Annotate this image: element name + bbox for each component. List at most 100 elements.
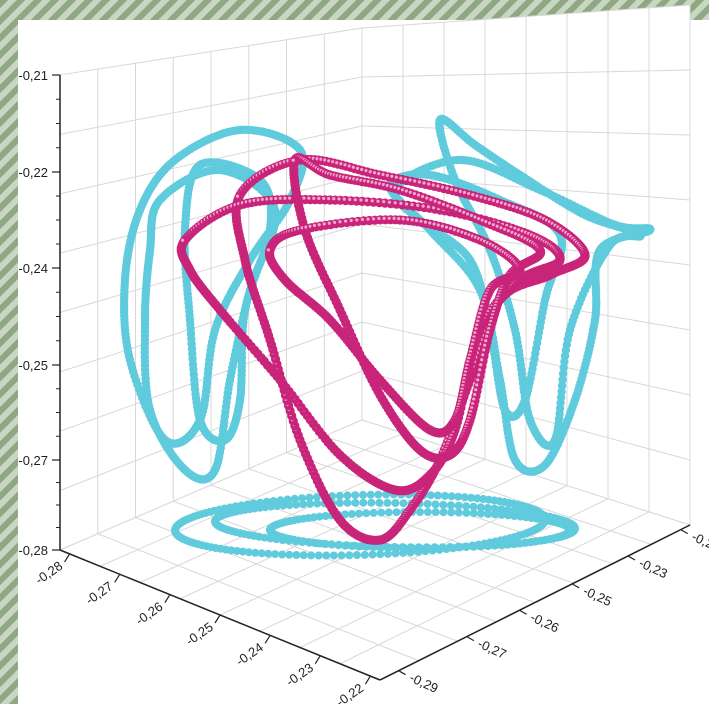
x-tick [114, 573, 121, 583]
trajectory-point-highlight [337, 197, 341, 201]
projection-point [399, 499, 408, 508]
trajectory-point-highlight [265, 197, 269, 201]
projection-point [343, 491, 352, 500]
x-tick-label: -0,27 [83, 578, 116, 607]
y-tick [627, 555, 636, 561]
trajectory-point-highlight [471, 402, 475, 406]
trajectory-point-highlight [437, 201, 441, 205]
trajectory-point-highlight [288, 196, 292, 200]
y-tick-label: -0,27 [476, 636, 509, 662]
projection-point [244, 548, 253, 557]
y-tick-label: -0,29 [407, 670, 440, 696]
projection-point [476, 503, 485, 512]
trajectory-point-highlight [266, 248, 270, 252]
trajectory-point-highlight [445, 186, 449, 190]
projection-point [565, 525, 574, 534]
projection-point [377, 508, 386, 517]
projection-point [408, 544, 417, 552]
trajectory-point-highlight [513, 226, 517, 230]
y-tick [466, 636, 475, 642]
trajectory-point-highlight [377, 216, 381, 221]
projection-point [251, 548, 260, 557]
projection-point [477, 509, 485, 518]
trajectory-point-highlight [412, 192, 416, 196]
trajectory-point-highlight [335, 161, 339, 165]
trajectory-point-highlight [360, 167, 364, 172]
trajectory-point-highlight [401, 217, 405, 221]
trajectory-point-highlight [487, 197, 491, 201]
projection-point [314, 551, 323, 560]
trajectory-point [265, 246, 275, 256]
projection-point [337, 551, 346, 560]
projection-point [497, 510, 506, 519]
x-tick-label: -0,25 [183, 619, 216, 648]
trajectory-point-highlight [181, 238, 185, 242]
projection-point [362, 542, 371, 551]
projection-point [374, 490, 383, 499]
projection-point [285, 501, 294, 510]
y-tick-label: -0,25 [581, 583, 614, 609]
projection-point [360, 550, 369, 559]
trajectory-point-highlight [425, 196, 429, 200]
trajectory-point-highlight [419, 219, 423, 223]
projection-point [510, 540, 519, 548]
projection-point [558, 369, 568, 378]
projection-point [359, 498, 368, 507]
trajectory-point-highlight [355, 218, 359, 222]
trajectory-point-highlight [462, 190, 467, 195]
projection-point [431, 500, 440, 509]
trajectory-point-highlight [274, 196, 278, 201]
trajectory-point-highlight [397, 217, 401, 221]
trajectory-point-highlight [481, 353, 485, 357]
trajectory-point-highlight [470, 406, 474, 410]
z-tick-label: -0,24 [18, 261, 48, 276]
trajectory-point-highlight [400, 188, 405, 192]
projection-point [351, 498, 360, 507]
trajectory-point-highlight [410, 218, 414, 222]
trajectory-point-highlight [429, 197, 433, 202]
projection-point [351, 491, 360, 500]
projection-point [439, 543, 448, 552]
projection-point [557, 381, 567, 390]
projection-point [473, 494, 482, 503]
projection-point [375, 498, 384, 507]
trajectory-point-highlight [308, 224, 312, 228]
trajectory-point-highlight [366, 217, 370, 221]
trajectory-point-highlight [355, 166, 360, 170]
trajectory-point-highlight [483, 196, 487, 200]
trajectory-point-highlight [484, 339, 488, 343]
projection-point [384, 508, 393, 517]
projection-point [307, 551, 316, 560]
trajectory-point-highlight [348, 197, 352, 201]
grid-layer [58, 4, 692, 681]
trajectory-point-highlight [322, 222, 326, 226]
trajectory-point-highlight [450, 205, 454, 210]
projection-point [431, 543, 440, 552]
trajectory-point-highlight [483, 343, 487, 347]
x-tick [214, 614, 221, 624]
trajectory-point-highlight [472, 397, 476, 401]
projection-point [504, 511, 513, 520]
trajectory-point-highlight [338, 220, 342, 224]
trajectory-point-highlight [399, 176, 403, 180]
projection-point [469, 509, 478, 518]
projection-point [454, 508, 463, 517]
trajectory-point-highlight [382, 216, 386, 220]
trajectory-point-highlight [353, 198, 357, 202]
projection-point [345, 551, 354, 560]
trajectory-point-highlight [423, 220, 427, 224]
y-axis-line [379, 524, 691, 681]
trajectory-point-highlight [317, 223, 321, 227]
projection-point [516, 539, 525, 548]
trajectory-point-highlight [426, 205, 430, 209]
trajectory-point-highlight [392, 216, 396, 220]
z-tick-label: -0,22 [18, 165, 48, 180]
trajectory-point-highlight [473, 215, 477, 219]
y-tick-label: -0,26 [528, 609, 561, 635]
trajectory-point-highlight [499, 201, 504, 205]
trajectory-point-highlight [436, 223, 440, 227]
trajectory-point-highlight [408, 178, 412, 182]
x-tick-label: -0,26 [133, 599, 166, 628]
gridline [361, 125, 691, 136]
trajectory-point-highlight [327, 197, 331, 201]
